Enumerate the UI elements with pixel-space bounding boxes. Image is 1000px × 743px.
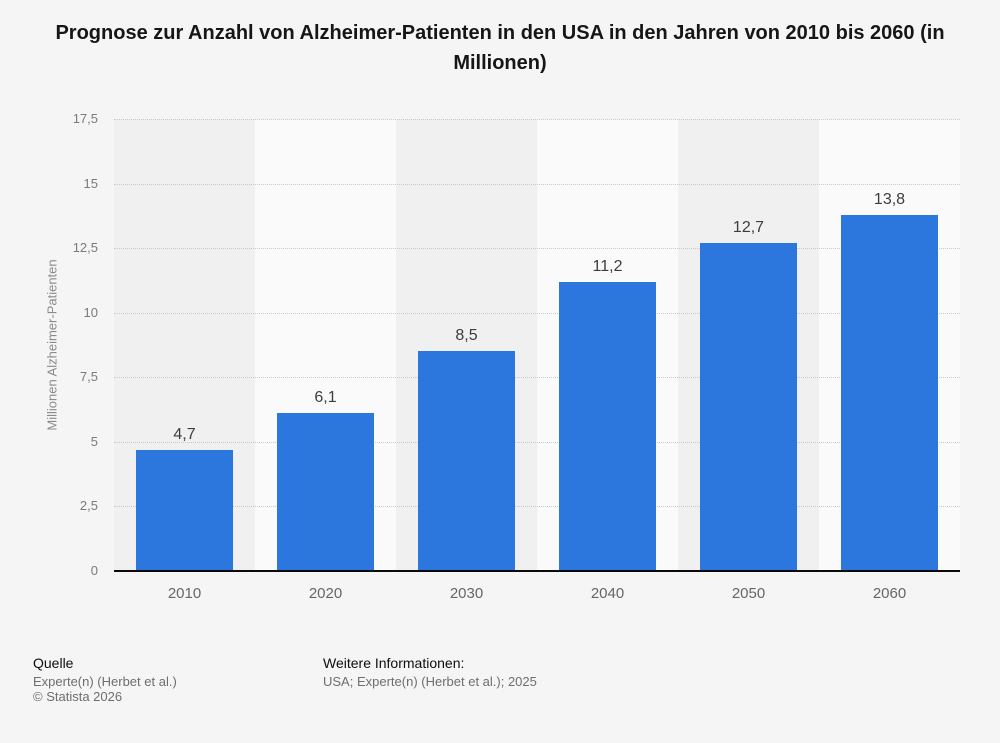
y-tick-label: 15 [83, 175, 98, 191]
source-block: Quelle Experte(n) (Herbet et al.) © Stat… [33, 655, 177, 704]
bar-value-label: 11,2 [592, 257, 623, 275]
bar [136, 449, 233, 571]
source-name: Experte(n) (Herbet et al.) [33, 674, 177, 689]
gridline [114, 119, 960, 120]
bar [700, 242, 797, 571]
x-tick-label: 2050 [731, 585, 766, 602]
y-tick-label: 12,5 [72, 240, 98, 256]
copyright-text: © Statista 2026 [33, 689, 123, 704]
y-tick-label: 5 [90, 433, 98, 449]
x-tick-label: 2030 [449, 585, 484, 602]
x-axis-line [114, 570, 960, 572]
gridline [114, 248, 960, 250]
bar [418, 351, 515, 571]
bar [841, 214, 938, 571]
gridline [114, 183, 960, 185]
bar [559, 281, 656, 571]
info-heading: Weitere Informationen: [323, 655, 465, 671]
bar-value-label: 12,7 [732, 218, 765, 236]
x-tick-label: 2040 [590, 585, 625, 602]
y-tick-label: 10 [83, 304, 98, 320]
gridline [114, 441, 960, 443]
y-tick-label: 7,5 [79, 369, 98, 385]
bar-value-label: 8,5 [455, 327, 478, 345]
info-block: Weitere Informationen: USA; Experte(n) (… [323, 655, 537, 689]
gridline [114, 377, 960, 379]
source-heading: Quelle [33, 655, 74, 671]
bar-value-label: 13,8 [873, 190, 906, 208]
gridline [114, 312, 960, 314]
y-tick-label: 2,5 [79, 498, 98, 514]
y-tick-label: 0 [90, 563, 98, 578]
y-tick-label: 17,5 [72, 111, 98, 126]
info-details: USA; Experte(n) (Herbet et al.); 2025 [323, 674, 537, 689]
bar [277, 413, 374, 571]
plot-area [114, 119, 960, 571]
gridline [114, 506, 960, 508]
x-tick-label: 2010 [167, 585, 202, 602]
x-tick-label: 2060 [872, 585, 907, 602]
x-tick-label: 2020 [308, 585, 343, 602]
bar-value-label: 4,7 [173, 425, 196, 443]
chart-title: Prognose zur Anzahl von Alzheimer-Patien… [55, 22, 945, 74]
y-axis-title: Millionen Alzheimer-Patienten [44, 259, 60, 431]
bar-value-label: 6,1 [314, 389, 337, 407]
